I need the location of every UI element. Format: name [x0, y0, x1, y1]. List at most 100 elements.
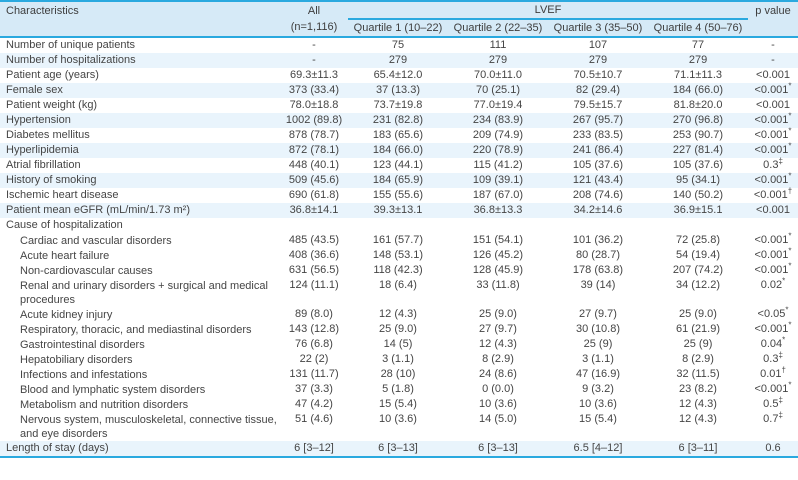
cell-quartile-2: 220 (78.9) — [448, 143, 548, 158]
cell-quartile-1: 12 (4.3) — [379, 308, 417, 320]
section-label: Cause of hospitalization — [6, 219, 123, 231]
cell-quartile-2 — [448, 218, 548, 233]
cell-quartile-2: 25 (9.0) — [479, 308, 517, 320]
cell-p-value: <0.001* — [748, 171, 798, 188]
cell-quartile-1: 6 [3–13] — [348, 441, 448, 458]
cell-all: 631 (56.5) — [288, 264, 340, 276]
cell-quartile-2: 14 (5.0) — [479, 413, 517, 425]
column-header-quartile-1: Quartile 1 (10–22) — [348, 19, 448, 38]
row-label: Renal and urinary disorders + surgical a… — [20, 280, 268, 306]
table-row: Renal and urinary disorders + surgical a… — [0, 277, 798, 307]
table-row: Respiratory, thoracic, and mediastinal d… — [0, 320, 798, 337]
row-label: Number of hospitalizations — [0, 53, 280, 68]
cell-quartile-3: 79.5±15.7 — [573, 99, 623, 111]
column-header-quartile-4: Quartile 4 (50–76) — [648, 19, 749, 38]
row-label: Diabetes mellitus — [6, 129, 90, 141]
table-row: Non-cardiovascular causes 631 (56.5) 118 (… — [0, 261, 798, 278]
cell-p-value: <0.001 — [756, 69, 790, 81]
cell-all: 69.3±11.3 — [289, 69, 339, 81]
p-value-marker: * — [788, 171, 792, 181]
row-label: Number of unique patients — [6, 39, 136, 51]
row-label: Non-cardiovascular causes — [20, 265, 153, 277]
cell-quartile-1: 15 (5.4) — [379, 398, 417, 410]
table-row: Diabetes mellitus 878 (78.7) 183 (65.6) 209… — [0, 127, 798, 143]
cell-quartile-4: 279 — [648, 53, 749, 68]
row-label: Length of stay (days) — [0, 441, 280, 458]
cell-quartile-3: 30 (10.8) — [575, 323, 621, 335]
cell-quartile-1: 148 (53.1) — [372, 249, 424, 261]
cell-quartile-2: 151 (54.1) — [472, 234, 524, 246]
row-label: Female sex — [0, 83, 280, 98]
table-row: Patient age (years) 69.3±11.3 65.4±12.0 70.… — [0, 68, 798, 83]
cell-p-value: <0.001* — [754, 231, 792, 246]
p-value-marker: ‡ — [778, 156, 783, 166]
cell-quartile-2: 27 (9.7) — [479, 323, 517, 335]
cell-p-value: <0.001* — [748, 112, 798, 128]
cell-quartile-1: 3 (1.1) — [382, 353, 414, 365]
cell-quartile-2: 126 (45.2) — [472, 249, 524, 261]
table-row: Acute kidney injury 89 (8.0) 12 (4.3) 25 (9… — [0, 305, 798, 322]
cell-all: 6 [3–12] — [280, 441, 348, 458]
cell-p-value: <0.001* — [754, 380, 792, 395]
row-label: Acute kidney injury — [20, 309, 113, 321]
cell-all: 872 (78.1) — [280, 143, 348, 158]
cell-quartile-3: 34.2±14.6 — [548, 203, 648, 218]
cell-all: - — [312, 39, 316, 51]
row-label: Patient mean eGFR (mL/min/1.73 m²) — [0, 203, 280, 218]
cell-quartile-2: 70 (25.1) — [448, 83, 548, 98]
row-label: Gastrointestinal disorders — [20, 339, 145, 351]
cell-all: 878 (78.7) — [288, 129, 340, 141]
cell-p-value: <0.001* — [754, 320, 792, 335]
p-value-marker: * — [788, 231, 792, 241]
row-label: Infections and infestations — [20, 369, 148, 381]
table-row: Infections and infestations 131 (11.7) 28 … — [0, 366, 798, 382]
cell-quartile-4: 71.1±11.3 — [673, 69, 723, 81]
cell-quartile-2: 70.0±11.0 — [473, 69, 523, 81]
cell-quartile-1: 25 (9.0) — [379, 323, 417, 335]
cell-quartile-4: 77 — [691, 39, 705, 51]
row-label: Atrial fibrillation — [6, 159, 81, 171]
cell-p-value: - — [748, 53, 798, 68]
cell-quartile-4: 270 (96.8) — [648, 113, 749, 128]
cell-quartile-4: 184 (66.0) — [648, 83, 749, 98]
table-row: Patient mean eGFR (mL/min/1.73 m²) 36.8±1… — [0, 203, 798, 218]
cell-p-value: 0.5‡ — [763, 395, 783, 410]
table-row: Female sex 373 (33.4) 37 (13.3) 70 (25.1) 82… — [0, 82, 798, 98]
column-header-characteristics: Characteristics — [0, 1, 280, 38]
row-label: Hypertension — [0, 113, 280, 128]
cell-quartile-2: 128 (45.9) — [472, 264, 524, 276]
table-row: Gastrointestinal disorders 76 (6.8) 14 (5)… — [0, 336, 798, 352]
section-header-row: Cause of hospitalization — [0, 218, 798, 233]
table-row: Acute heart failure 408 (36.6) 148 (53.1) 1… — [0, 247, 798, 263]
table-row: Hypertension 1002 (89.8) 231 (82.8) 234 (83… — [0, 112, 798, 128]
cell-all: 124 (11.1) — [289, 279, 339, 291]
cell-all: 89 (8.0) — [295, 308, 333, 320]
table-row: Hyperlipidemia 872 (78.1) 184 (66.0) 220 (7… — [0, 142, 798, 158]
cell-quartile-1: 5 (1.8) — [382, 383, 414, 395]
cell-quartile-1: 10 (3.6) — [379, 413, 417, 425]
p-value-marker: * — [788, 261, 792, 271]
table-row: Nervous system, musculoskeletal, connect… — [0, 411, 798, 441]
table-row: Metabolism and nutrition disorders 47 (4.… — [0, 395, 798, 412]
cell-quartile-2: 234 (83.9) — [448, 113, 548, 128]
all-n-count: (n=1,116) — [290, 21, 338, 33]
cell-quartile-3: 9 (3.2) — [582, 383, 614, 395]
cell-quartile-2: 8 (2.9) — [482, 353, 514, 365]
table-row: Hepatobiliary disorders 22 (2) 3 (1.1) 8 (2… — [0, 351, 798, 367]
p-value-marker: * — [785, 305, 789, 315]
p-value-marker: † — [787, 186, 793, 196]
cell-p-value: <0.001 — [756, 99, 790, 111]
table-row: History of smoking 509 (45.6) 184 (65.9) 10… — [0, 171, 798, 188]
p-value-marker: * — [788, 380, 792, 390]
cell-all: 51 (4.6) — [295, 413, 333, 425]
cell-quartile-4: 25 (9) — [683, 338, 713, 350]
cell-quartile-1: 37 (13.3) — [348, 83, 448, 98]
cell-quartile-4: 12 (4.3) — [679, 413, 717, 425]
row-label: Hyperlipidemia — [0, 143, 280, 158]
cell-all: 36.8±14.1 — [280, 203, 348, 218]
cell-p-value: - — [771, 39, 775, 51]
cell-quartile-2: 6 [3–13] — [448, 441, 548, 458]
table-body: Number of unique patients -75 111 107 77- Num… — [0, 37, 798, 458]
cell-quartile-4: 6 [3–11] — [648, 441, 749, 458]
cell-quartile-4: 72 (25.8) — [675, 234, 721, 246]
